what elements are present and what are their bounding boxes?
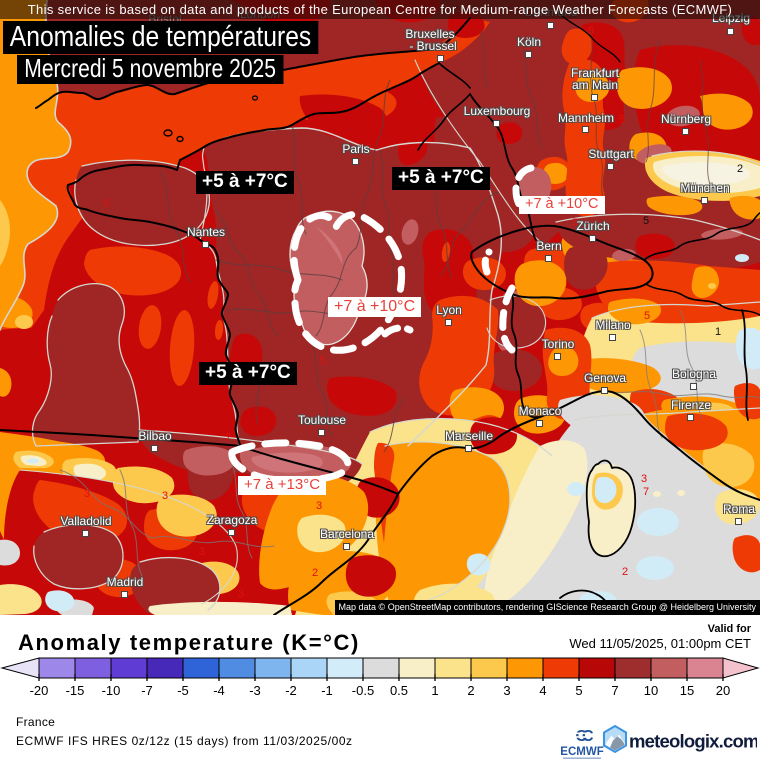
svg-text:-7: -7 [141,683,153,698]
svg-text:5: 5 [575,683,582,698]
svg-text:20: 20 [716,683,730,698]
svg-text:-10: -10 [102,683,121,698]
svg-text:-4: -4 [213,683,225,698]
svg-text:-3: -3 [249,683,261,698]
svg-text:-5: -5 [177,683,189,698]
svg-text:15: 15 [680,683,694,698]
svg-text:ECMWF: ECMWF [560,746,603,758]
svg-text:3: 3 [503,683,510,698]
svg-text:10: 10 [644,683,658,698]
svg-text:-20: -20 [30,683,49,698]
svg-text:meteologix.com: meteologix.com [629,731,757,752]
svg-text:4: 4 [539,683,546,698]
svg-text:1: 1 [431,683,438,698]
svg-text:-0.5: -0.5 [352,683,374,698]
svg-text:0.5: 0.5 [390,683,408,698]
svg-text:-15: -15 [66,683,85,698]
svg-text:2: 2 [467,683,474,698]
svg-text:-2: -2 [285,683,297,698]
svg-text:7: 7 [611,683,618,698]
svg-text:-1: -1 [321,683,333,698]
